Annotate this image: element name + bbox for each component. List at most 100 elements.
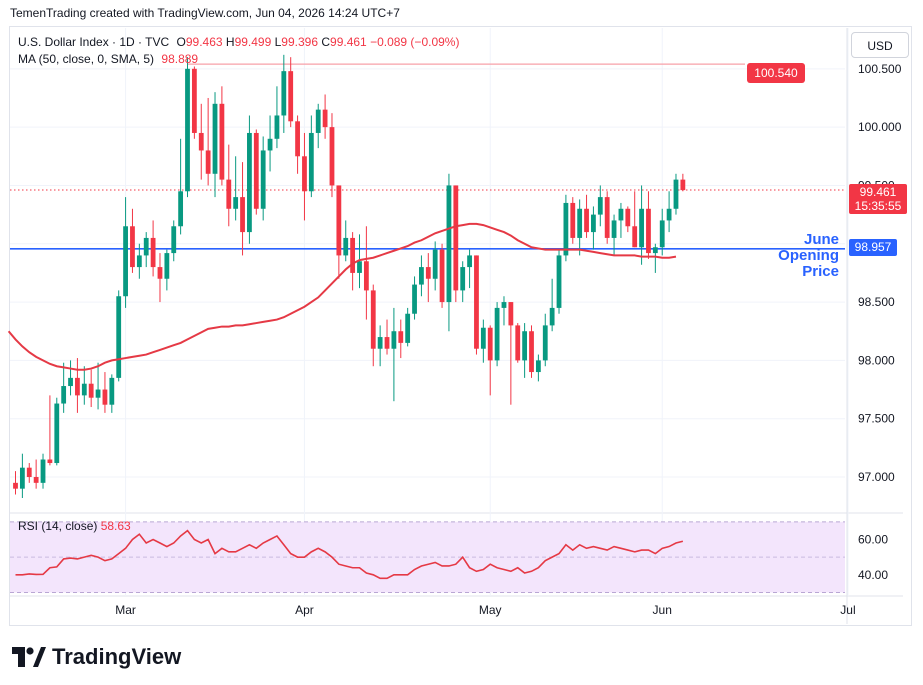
candle-body <box>171 226 177 254</box>
candle-body <box>116 296 122 378</box>
candle-body <box>591 214 596 233</box>
ma-line <box>7 222 677 371</box>
candle-body <box>577 208 583 238</box>
candle-body <box>198 132 204 151</box>
candle-body <box>295 121 300 157</box>
opening-price-tag: 98.957 <box>849 239 897 256</box>
currency-button[interactable]: USD <box>851 32 909 58</box>
candle-body <box>632 226 638 248</box>
candle-body <box>549 307 555 326</box>
chart-frame <box>9 26 912 626</box>
ma-label[interactable]: MA (50, close, 0, SMA, 5) <box>18 52 155 66</box>
candle-body <box>535 360 541 373</box>
candle-body <box>267 138 273 151</box>
candle-body <box>453 185 459 291</box>
candle-body <box>130 226 135 268</box>
price-tick-label: 97.000 <box>858 470 895 484</box>
candle-body <box>556 255 562 308</box>
candle-body <box>659 220 665 248</box>
symbol-legend: U.S. Dollar Index · 1D · TVC O99.463 H99… <box>18 35 459 49</box>
candle-body <box>522 331 528 361</box>
candle-body <box>467 255 472 268</box>
candle-body <box>419 267 424 285</box>
candle-body <box>260 150 266 209</box>
candle-body <box>508 302 514 326</box>
candle-body <box>157 267 163 279</box>
candle-body <box>377 337 383 349</box>
candle-body <box>370 290 376 349</box>
candle-body <box>529 331 534 373</box>
open-label: O <box>176 35 186 49</box>
candle-body <box>81 383 87 396</box>
candle-body <box>439 249 445 303</box>
candle-body <box>405 313 411 343</box>
rsi-legend: RSI (14, close) 58.63 <box>18 519 131 533</box>
candle-body <box>542 325 548 361</box>
time-tick-label: Apr <box>295 603 314 617</box>
ma-value: 98.889 <box>161 52 199 66</box>
candle-body <box>240 197 245 233</box>
candle-body <box>253 132 259 209</box>
time-tick-label: Jul <box>840 603 855 617</box>
candle-body <box>329 127 335 186</box>
price-tick-label: 98.500 <box>858 295 895 309</box>
candle-body <box>474 255 479 349</box>
candle-body <box>673 179 679 209</box>
high-value: 99.499 <box>234 35 272 49</box>
candle-body <box>288 71 294 122</box>
change-value: −0.089 (−0.09%) <box>370 35 460 49</box>
rsi-value: 58.63 <box>100 519 131 533</box>
candle-body <box>680 179 686 191</box>
symbol-name[interactable]: U.S. Dollar Index · 1D · TVC <box>18 35 170 49</box>
rsi-label[interactable]: RSI (14, close) <box>18 519 98 533</box>
price-tick-label: 98.000 <box>858 353 895 367</box>
candle-body <box>109 377 115 405</box>
candle-body <box>143 237 149 256</box>
candle-body <box>322 109 328 128</box>
candle-body <box>515 325 521 361</box>
candle-body <box>19 467 25 489</box>
high-line-tag: 100.540 <box>747 63 805 83</box>
ma-legend: MA (50, close, 0, SMA, 5) 98.889 <box>18 52 198 66</box>
candle-body <box>95 389 101 398</box>
candle-body <box>212 103 218 174</box>
time-tick-label: Jun <box>653 603 672 617</box>
candle-body <box>75 377 80 396</box>
candle-body <box>398 331 404 343</box>
candle-body <box>357 261 362 273</box>
candle-body <box>68 377 73 387</box>
tradingview-logo-text: TradingView <box>52 644 182 669</box>
candle-body <box>247 132 252 233</box>
tradingview-logo-icon <box>12 647 46 667</box>
header-attribution: TemenTrading created with TradingView.co… <box>10 6 400 20</box>
opening-price-label: June Opening Price <box>744 232 839 280</box>
candle-body <box>611 220 617 238</box>
candle-body <box>639 208 644 248</box>
candle-body <box>350 237 356 273</box>
opening-price-label-line1: June <box>803 231 839 248</box>
candle-body <box>308 132 314 192</box>
candle-body <box>391 331 397 349</box>
candle-body <box>343 237 349 256</box>
candle-body <box>136 255 142 268</box>
candle-body <box>666 208 672 221</box>
candle-body <box>570 202 576 238</box>
candle-body <box>191 68 197 133</box>
rsi-line <box>15 529 684 580</box>
close-label: C <box>321 35 331 49</box>
last-price-value: 99.461 <box>859 185 897 199</box>
tradingview-logo[interactable]: TradingView <box>12 644 181 670</box>
candle-body <box>652 247 658 254</box>
candle-body <box>226 179 232 209</box>
candle-body <box>494 307 500 361</box>
candle-body <box>40 459 46 483</box>
candle-body <box>563 202 569 256</box>
candle-body <box>597 197 603 215</box>
candle-body <box>61 386 67 404</box>
candle-body <box>205 150 211 174</box>
candle-body <box>646 208 651 254</box>
candle-body <box>446 185 452 303</box>
candle-body <box>150 237 156 268</box>
candle-body <box>302 156 307 192</box>
